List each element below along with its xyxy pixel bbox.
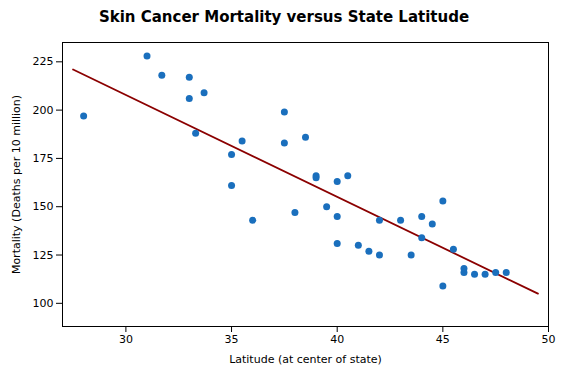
svg-text:30: 30 [119,333,133,346]
svg-text:40: 40 [330,333,344,346]
svg-text:125: 125 [33,249,54,262]
svg-text:45: 45 [436,333,450,346]
svg-text:200: 200 [33,104,54,117]
svg-text:35: 35 [225,333,239,346]
svg-text:225: 225 [33,55,54,68]
svg-text:Mortality (Deaths per 10 milli: Mortality (Deaths per 10 million) [10,95,23,274]
svg-text:150: 150 [33,200,54,213]
svg-text:100: 100 [33,297,54,310]
svg-text:175: 175 [33,152,54,165]
svg-text:Latitude (at center of state): Latitude (at center of state) [229,353,382,366]
svg-text:50: 50 [542,333,556,346]
html-text:Skin Cancer Mortality versus S: Skin Cancer Mortality versus State Latit… [98,8,470,26]
